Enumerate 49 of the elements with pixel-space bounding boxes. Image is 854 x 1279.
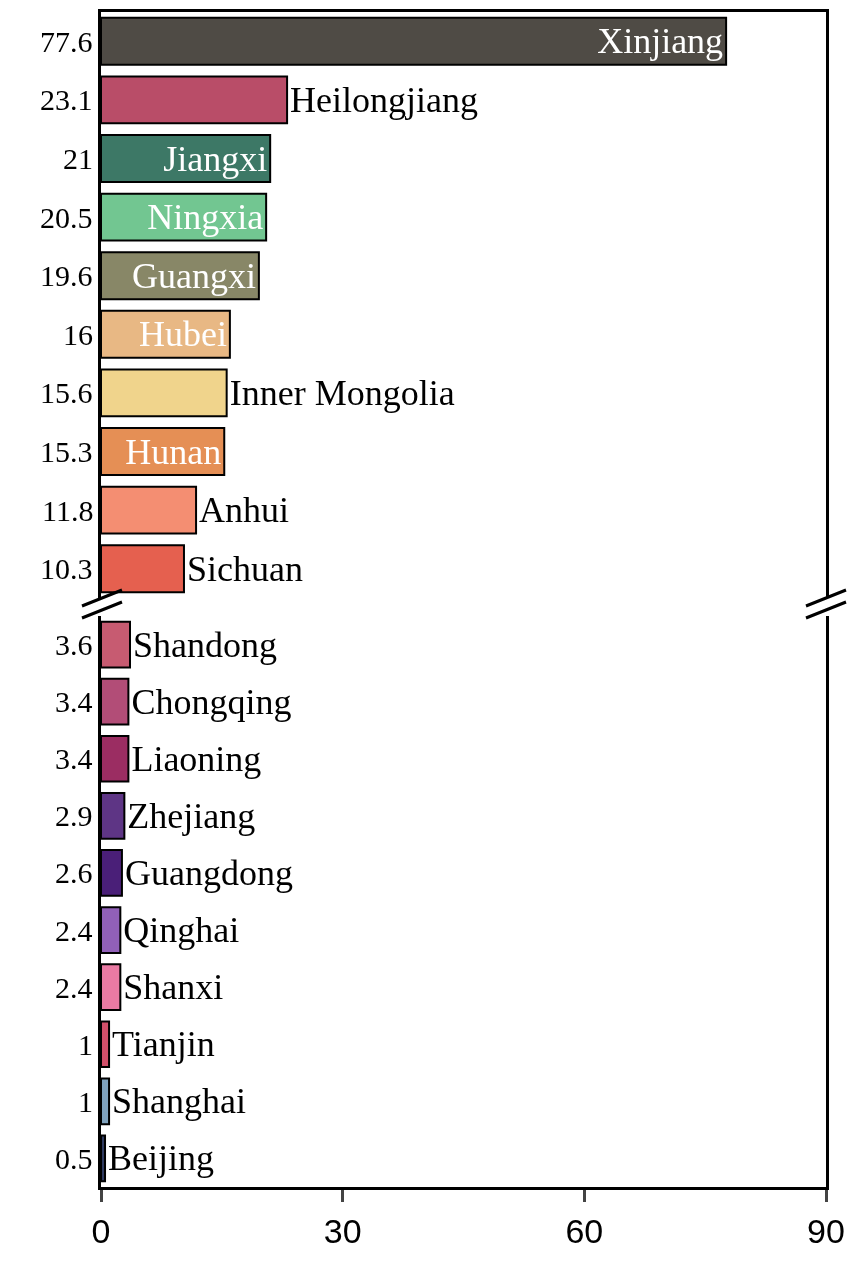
data-label: 1 bbox=[78, 1085, 93, 1118]
data-label: 20.5 bbox=[40, 201, 93, 234]
data-label: 3.4 bbox=[55, 742, 93, 775]
x-tick-label: 0 bbox=[91, 1211, 111, 1250]
category-label: Shanxi bbox=[123, 967, 224, 1008]
category-label: Guangdong bbox=[124, 852, 293, 893]
data-label: 16 bbox=[63, 318, 93, 351]
data-label: 2.6 bbox=[55, 856, 93, 889]
category-label: Chongqing bbox=[131, 681, 292, 722]
bar bbox=[101, 75, 289, 125]
category-label: Ningxia bbox=[147, 197, 264, 238]
category-label: Heilongjiang bbox=[290, 79, 479, 120]
data-label: 23.1 bbox=[40, 83, 93, 116]
x-tick-label: 90 bbox=[807, 1211, 845, 1250]
data-label: 19.6 bbox=[40, 259, 93, 292]
data-label: 3.6 bbox=[55, 628, 93, 661]
category-label: Xinjiang bbox=[597, 21, 724, 62]
category-label: Guangxi bbox=[131, 255, 256, 296]
category-label: Shandong bbox=[133, 624, 277, 665]
category-label: Sichuan bbox=[186, 548, 303, 589]
category-label: Shanghai bbox=[112, 1081, 247, 1122]
bar bbox=[101, 16, 728, 66]
category-label: Hunan bbox=[125, 431, 222, 472]
x-tick-label: 60 bbox=[565, 1211, 604, 1250]
data-label: 2.9 bbox=[55, 799, 93, 832]
category-label: Beijing bbox=[108, 1138, 215, 1179]
category-label: Jiangxi bbox=[163, 138, 268, 179]
category-label: Zhejiang bbox=[127, 795, 256, 836]
data-label: 1 bbox=[78, 1028, 93, 1061]
bar bbox=[101, 544, 185, 594]
data-label: 3.4 bbox=[55, 685, 93, 718]
data-label: 15.3 bbox=[40, 435, 93, 468]
data-label: 15.6 bbox=[40, 376, 93, 409]
data-label: 21 bbox=[63, 142, 93, 175]
bar bbox=[101, 368, 228, 418]
category-label: Qinghai bbox=[123, 910, 240, 951]
category-label: Anhui bbox=[199, 490, 290, 531]
data-label: 2.4 bbox=[55, 971, 93, 1004]
x-tick-label: 30 bbox=[323, 1211, 362, 1250]
data-label: 2.4 bbox=[55, 914, 93, 947]
category-label: Liaoning bbox=[131, 738, 262, 779]
data-label: 10.3 bbox=[40, 552, 93, 585]
category-label: Inner Mongolia bbox=[229, 372, 455, 413]
bar bbox=[101, 485, 198, 535]
category-label: Hubei bbox=[138, 314, 227, 355]
data-label: 77.6 bbox=[40, 25, 93, 58]
category-label: Tianjin bbox=[112, 1024, 215, 1065]
data-label: 11.8 bbox=[42, 494, 94, 527]
data-label: 0.5 bbox=[55, 1142, 93, 1175]
